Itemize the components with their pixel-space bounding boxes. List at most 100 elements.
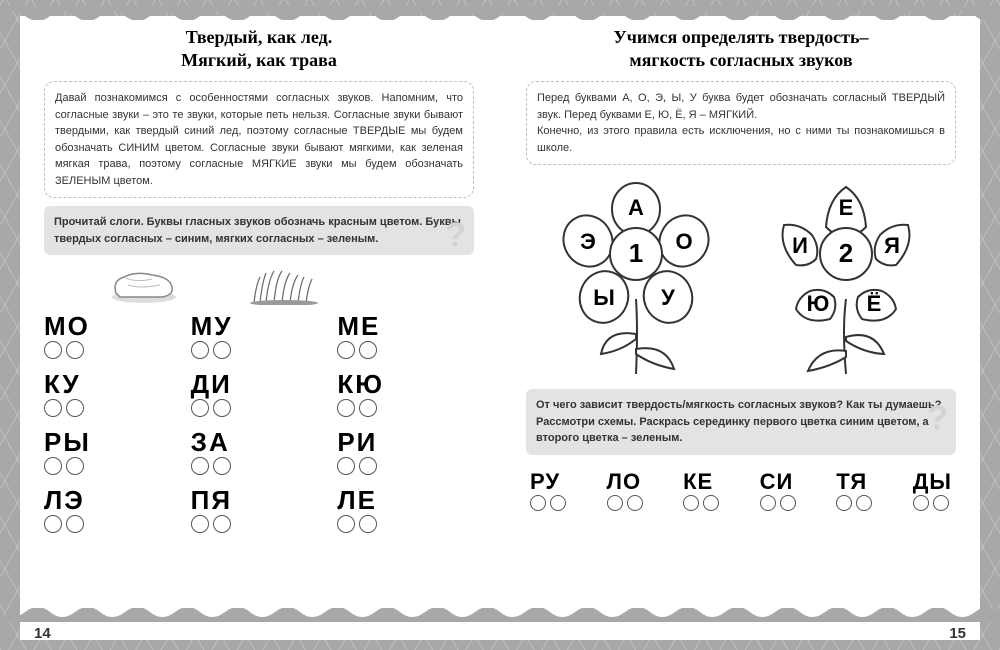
syllable-letters: РЫ bbox=[44, 429, 91, 455]
syllable-circles bbox=[530, 495, 566, 511]
svg-text:Ё: Ё bbox=[867, 291, 882, 316]
syllable-circles bbox=[760, 495, 796, 511]
color-circle[interactable] bbox=[359, 399, 377, 417]
task-box: Прочитай слоги. Буквы гласных звуков обо… bbox=[44, 206, 474, 255]
syllable-letters: ЛЭ bbox=[44, 487, 85, 513]
syllable-letters: ЗА bbox=[191, 429, 230, 455]
color-circle[interactable] bbox=[191, 341, 209, 359]
color-circle[interactable] bbox=[550, 495, 566, 511]
color-circle[interactable] bbox=[683, 495, 699, 511]
intro-box: Перед буквами А, О, Э, Ы, У буква будет … bbox=[526, 81, 956, 165]
page-title: Учимся определять твердость– мягкость со… bbox=[526, 26, 956, 71]
syllable: МУ bbox=[191, 313, 328, 359]
task-box: От чего зависит твердость/мягкость согла… bbox=[526, 389, 956, 455]
page-number-right: 15 bbox=[949, 625, 966, 642]
syllable: ЛЭ bbox=[44, 487, 181, 533]
syllable: РУ bbox=[530, 471, 566, 511]
title-line1: Учимся определять твердость– bbox=[614, 27, 869, 47]
color-circle[interactable] bbox=[359, 515, 377, 533]
syllable-circles bbox=[191, 341, 231, 359]
flower-1: 1 А О У Ы Э bbox=[546, 179, 726, 379]
page-title: Твердый, как лед. Мягкий, как трава bbox=[44, 26, 474, 71]
color-circle[interactable] bbox=[213, 515, 231, 533]
color-circle[interactable] bbox=[913, 495, 929, 511]
flower2-center: 2 bbox=[839, 238, 853, 268]
color-circle[interactable] bbox=[703, 495, 719, 511]
color-circle[interactable] bbox=[44, 457, 62, 475]
color-circle[interactable] bbox=[213, 341, 231, 359]
svg-text:Я: Я bbox=[884, 233, 900, 258]
color-circle[interactable] bbox=[191, 457, 209, 475]
syllable-circles bbox=[191, 457, 231, 475]
syllable-letters: РУ bbox=[530, 471, 560, 493]
syllable: КЮ bbox=[337, 371, 474, 417]
syllable-circles bbox=[44, 399, 84, 417]
syllable-circles bbox=[44, 341, 84, 359]
color-circle[interactable] bbox=[66, 515, 84, 533]
color-circle[interactable] bbox=[760, 495, 776, 511]
color-circle[interactable] bbox=[627, 495, 643, 511]
color-circle[interactable] bbox=[359, 457, 377, 475]
color-circle[interactable] bbox=[213, 399, 231, 417]
color-circle[interactable] bbox=[191, 399, 209, 417]
syllable: СИ bbox=[760, 471, 796, 511]
color-circle[interactable] bbox=[337, 399, 355, 417]
syllable-letters: МЕ bbox=[337, 313, 380, 339]
svg-text:Е: Е bbox=[839, 195, 854, 220]
wave-top bbox=[0, 6, 1000, 20]
syllable-letters: КЮ bbox=[337, 371, 384, 397]
syllable-letters: ДИ bbox=[191, 371, 232, 397]
syllable-grid: МОМУМЕКУДИКЮРЫЗАРИЛЭПЯЛЕ bbox=[44, 313, 474, 533]
page-right: Учимся определять твердость– мягкость со… bbox=[526, 26, 956, 604]
color-circle[interactable] bbox=[44, 399, 62, 417]
syllable-letters: МУ bbox=[191, 313, 233, 339]
color-circle[interactable] bbox=[337, 515, 355, 533]
syllable: ЛЕ bbox=[337, 487, 474, 533]
syllable: ДЫ bbox=[913, 471, 952, 511]
syllable-circles bbox=[44, 515, 84, 533]
color-circle[interactable] bbox=[44, 515, 62, 533]
syllable-letters: ЛО bbox=[607, 471, 642, 493]
intro-box: Давай познакомимся с особенностями согла… bbox=[44, 81, 474, 198]
syllable: РЫ bbox=[44, 429, 181, 475]
syllable-circles bbox=[44, 457, 84, 475]
color-circle[interactable] bbox=[66, 399, 84, 417]
syllable-letters: СИ bbox=[760, 471, 794, 493]
color-circle[interactable] bbox=[66, 341, 84, 359]
svg-text:О: О bbox=[675, 229, 692, 254]
syllable-row: РУЛОКЕСИТЯДЫ bbox=[526, 471, 956, 511]
color-circle[interactable] bbox=[359, 341, 377, 359]
syllable: РИ bbox=[337, 429, 474, 475]
color-circle[interactable] bbox=[337, 341, 355, 359]
flower-2: 2 Е Я Ё Ю И bbox=[756, 179, 936, 379]
color-circle[interactable] bbox=[191, 515, 209, 533]
icons-row bbox=[104, 265, 474, 305]
color-circle[interactable] bbox=[933, 495, 949, 511]
color-circle[interactable] bbox=[337, 457, 355, 475]
syllable: ДИ bbox=[191, 371, 328, 417]
syllable: ЗА bbox=[191, 429, 328, 475]
syllable: ПЯ bbox=[191, 487, 328, 533]
color-circle[interactable] bbox=[836, 495, 852, 511]
syllable-letters: ДЫ bbox=[913, 471, 952, 493]
color-circle[interactable] bbox=[530, 495, 546, 511]
syllable-letters: КЕ bbox=[683, 471, 713, 493]
syllable-circles bbox=[337, 457, 377, 475]
title-line2: мягкость согласных звуков bbox=[629, 50, 852, 70]
color-circle[interactable] bbox=[607, 495, 623, 511]
syllable-letters: РИ bbox=[337, 429, 377, 455]
syllable-circles bbox=[337, 515, 377, 533]
color-circle[interactable] bbox=[44, 341, 62, 359]
title-line1: Твердый, как лед. bbox=[186, 27, 333, 47]
svg-text:У: У bbox=[661, 285, 675, 310]
color-circle[interactable] bbox=[66, 457, 84, 475]
syllable-circles bbox=[607, 495, 643, 511]
color-circle[interactable] bbox=[213, 457, 231, 475]
wave-bottom bbox=[0, 608, 1000, 622]
syllable-letters: МО bbox=[44, 313, 90, 339]
syllable-circles bbox=[337, 399, 377, 417]
color-circle[interactable] bbox=[856, 495, 872, 511]
color-circle[interactable] bbox=[780, 495, 796, 511]
syllable-circles bbox=[191, 515, 231, 533]
syllable: МЕ bbox=[337, 313, 474, 359]
